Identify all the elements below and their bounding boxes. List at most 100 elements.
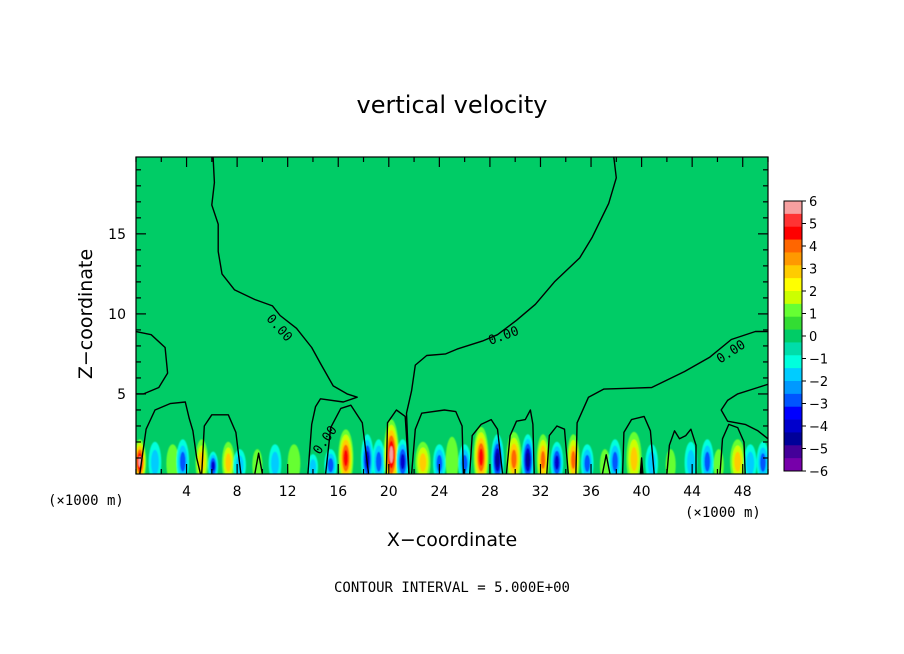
velocity-cell xyxy=(458,444,471,474)
y-tick-label: 5 xyxy=(117,387,126,403)
velocity-cell-band xyxy=(760,453,766,472)
velocity-cell-band xyxy=(584,454,591,472)
velocity-cell-band xyxy=(400,453,405,470)
plot-frame xyxy=(135,156,769,475)
plot-area xyxy=(136,157,768,474)
colorbar-label: 6 xyxy=(809,195,817,210)
velocity-cell xyxy=(580,444,594,474)
velocity-cell-band xyxy=(211,461,215,472)
contour-line xyxy=(469,418,504,474)
velocity-cell xyxy=(684,441,698,474)
colorbar-swatch xyxy=(784,316,802,330)
velocity-cell xyxy=(491,434,504,474)
velocity-cell-band xyxy=(343,449,348,467)
colorbar-label: 3 xyxy=(809,263,817,278)
velocity-cell-band xyxy=(554,455,560,470)
x-unit-right: (×1000 m) xyxy=(685,505,761,521)
velocity-cell xyxy=(473,426,489,474)
velocity-cell xyxy=(338,429,354,474)
velocity-cell-band xyxy=(746,451,755,474)
velocity-cell-band xyxy=(713,449,724,474)
contour-line xyxy=(601,454,611,474)
velocity-cell xyxy=(756,441,768,474)
x-tick-label: 48 xyxy=(734,484,752,500)
x-tick-label: 40 xyxy=(633,484,651,500)
contour-interval-footer: CONTOUR INTERVAL = 5.000E+00 xyxy=(334,580,570,596)
x-tick-label: 24 xyxy=(430,484,448,500)
colorbar-swatch xyxy=(784,303,802,318)
contour-line xyxy=(505,409,535,474)
colorbar-label: −6 xyxy=(809,465,828,480)
x-tick-label: 20 xyxy=(380,484,398,500)
velocity-cell xyxy=(166,444,179,474)
colorbar-label: 4 xyxy=(809,240,817,255)
velocity-cell xyxy=(626,431,642,474)
contour-line xyxy=(139,401,202,474)
y-axis-label: Z−coordinate xyxy=(75,249,97,379)
velocity-cell xyxy=(433,444,446,474)
velocity-cell xyxy=(445,436,459,474)
colorbar-label: −3 xyxy=(809,398,828,413)
x-axis-label: X−coordinate xyxy=(387,529,517,551)
colorbar-swatch xyxy=(784,419,802,433)
velocity-cell xyxy=(701,439,714,474)
contour-line xyxy=(719,423,746,474)
velocity-cell-band xyxy=(375,451,382,472)
colorbar-swatch xyxy=(784,213,802,228)
velocity-cell-band xyxy=(271,451,279,474)
velocity-cell-band xyxy=(612,451,618,472)
colorbar-label: −4 xyxy=(809,420,828,435)
colorbar-label: −5 xyxy=(809,443,828,458)
velocity-cell-band xyxy=(327,458,334,473)
colorbar-swatch xyxy=(784,458,802,472)
colorbar-swatch xyxy=(784,355,802,369)
contour-line xyxy=(405,157,617,474)
colorbar-swatch xyxy=(784,329,802,343)
colorbar-swatch xyxy=(784,342,802,356)
velocity-cell xyxy=(536,434,550,474)
x-tick-label: 4 xyxy=(182,484,191,500)
velocity-cell-band xyxy=(734,451,742,472)
velocity-cell xyxy=(550,441,564,474)
contour-line xyxy=(410,409,465,474)
colorbar-swatch xyxy=(784,265,802,279)
velocity-cell-band xyxy=(704,451,711,472)
colorbar-label: −1 xyxy=(809,353,828,368)
velocity-cell-band xyxy=(511,449,517,469)
velocity-cell-band xyxy=(478,448,484,466)
colorbar-swatch xyxy=(784,368,802,382)
velocity-cell xyxy=(396,439,410,474)
x-tick-label: 8 xyxy=(233,484,242,500)
x-tick-label: 44 xyxy=(683,484,701,500)
colorbar xyxy=(783,200,803,472)
colorbar-swatch xyxy=(784,291,802,305)
chart-title: vertical velocity xyxy=(357,91,548,119)
velocity-cell xyxy=(608,439,622,474)
velocity-cell-band xyxy=(540,451,546,469)
velocity-cell-band xyxy=(225,453,232,472)
x-tick-label: 12 xyxy=(279,484,297,500)
colorbar-swatch xyxy=(784,432,802,446)
x-tick-label: 36 xyxy=(582,484,600,500)
x-axis-ticks: 4 8 12 16 20 24 28 32 36 40 44 48 xyxy=(135,157,769,500)
velocity-cell xyxy=(208,451,219,474)
contour-line xyxy=(211,157,358,474)
zero-contours xyxy=(136,157,768,474)
colorbar-label: 0 xyxy=(809,330,817,345)
velocity-cell xyxy=(743,444,757,474)
contour-line xyxy=(201,414,242,474)
contour-line xyxy=(639,457,644,474)
x-tick-label: 28 xyxy=(481,484,499,500)
velocity-cell-band xyxy=(526,452,530,468)
colorbar-swatch xyxy=(784,201,802,215)
velocity-cell-band xyxy=(389,446,394,464)
contour-line xyxy=(666,428,697,474)
velocity-cell-band xyxy=(151,449,159,474)
contour-line xyxy=(621,415,655,474)
velocity-cell xyxy=(415,441,431,474)
colorbar-swatch xyxy=(784,252,802,266)
velocity-cell xyxy=(372,439,386,474)
x-tick-label: 32 xyxy=(532,484,550,500)
velocity-cell-band xyxy=(436,454,443,472)
